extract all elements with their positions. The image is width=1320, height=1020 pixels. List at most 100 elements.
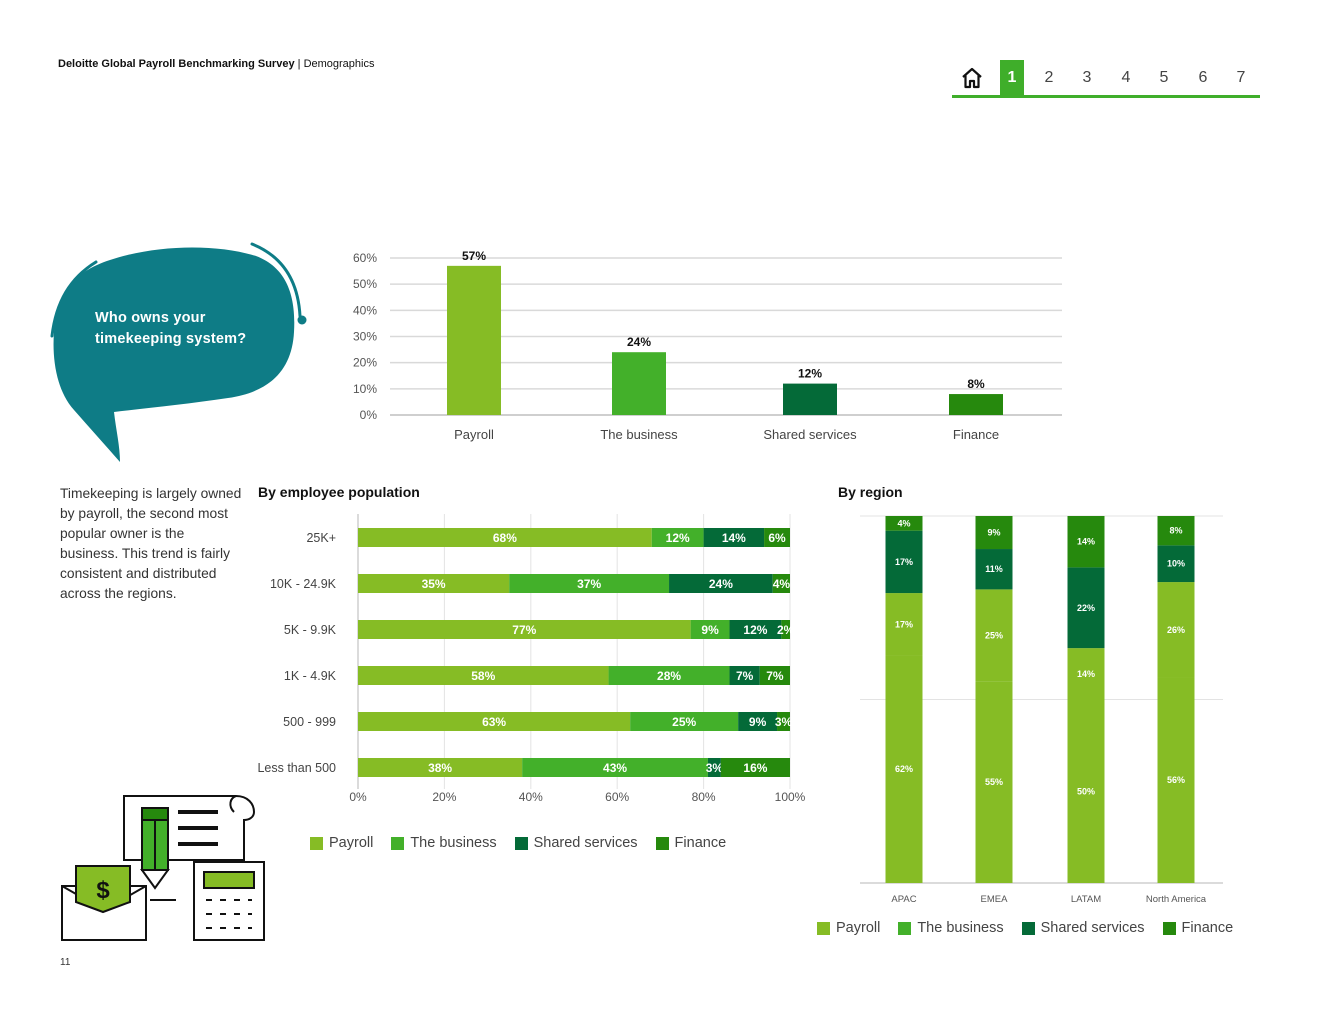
segment-value-label: 9% [749,715,767,729]
segment-value-label: 38% [428,761,452,775]
envelope-icon: $ [61,865,176,941]
segment-the-business [1157,582,1195,678]
nav-page-1[interactable]: 1 [1000,60,1024,95]
legend-item-payroll: Payroll [310,835,373,851]
segment-shared-services [1157,545,1195,583]
segment-value-label: 37% [577,577,601,591]
segment-payroll [358,712,631,731]
x-tick-label: 0% [349,790,367,804]
nav-page-3[interactable]: 3 [1082,69,1092,86]
x-category-label: Payroll [454,427,494,442]
segment-shared-services [729,666,760,685]
segment-value-label: 28% [657,669,681,683]
home-icon[interactable] [960,66,984,90]
x-category-label: Finance [953,427,999,442]
region-stacked-chart: 62% 17% 17% 4% APAC 55% 25% 11% 9% EMEA 50% 14% 22% 1… [860,515,1223,905]
page-navigation: 1 2 3 4 5 6 7 [952,58,1260,98]
legend-item-shared: Shared services [1021,920,1145,936]
x-category-label: EMEA [981,894,1009,905]
segment-shared-services [738,712,778,731]
segment-value-label: 14% [1077,537,1095,547]
question-bubble [50,242,307,462]
legend-label: Payroll [836,920,881,936]
segment-value-label: 58% [471,669,495,683]
legend-swatch-shared [514,836,528,850]
legend-item-finance: Finance [1162,920,1234,936]
segment-value-label: 43% [603,761,627,775]
segment-value-label: 68% [493,531,517,545]
segment-value-label: 2% [777,623,795,637]
row-label: 500 - 999 [283,715,336,729]
segment-value-label: 25% [672,715,696,729]
nav-page-7[interactable]: 7 [1236,69,1246,86]
segment-value-label: 24% [709,577,733,591]
legend-swatch-shared [1021,921,1035,935]
segment-the-business [522,758,708,777]
segment-value-label: 11% [985,564,1003,574]
segment-value-label: 77% [512,623,536,637]
legend-item-business: The business [391,835,497,851]
segment-value-label: 4% [773,577,791,591]
legend-item-shared: Shared services [514,835,638,851]
legend-swatch-finance [1162,921,1176,935]
segment-finance [885,516,923,531]
x-category-label: Shared services [763,427,857,442]
legend-swatch-payroll [817,921,830,935]
row-label: Less than 500 [257,761,336,775]
x-category-label: LATAM [1071,894,1101,905]
segment-value-label: 7% [736,669,754,683]
segment-value-label: 3% [706,761,724,775]
description-text: Timekeeping is largely owned by payroll,… [60,486,242,601]
y-tick-label: 20% [353,356,377,370]
segment-value-label: 17% [895,619,913,629]
legend-swatch-finance [655,836,669,850]
header: Deloitte Global Payroll Benchmarking Sur… [58,58,374,70]
nav-underline [952,95,1260,98]
region-legend: Payroll The business Shared services Fin… [817,920,1233,936]
segment-value-label: 14% [722,531,746,545]
segment-payroll [358,666,609,685]
legend-swatch-business [898,921,912,935]
segment-finance [1067,516,1105,568]
segment-shared-services [669,574,773,593]
segment-value-label: 4% [897,518,910,528]
segment-the-business [608,666,730,685]
legend-swatch-business [391,836,405,850]
nav-page-4[interactable]: 4 [1121,69,1131,86]
nav-page-2[interactable]: 2 [1044,69,1054,86]
legend-label: Shared services [533,835,638,851]
row-label: 5K - 9.9K [284,623,337,637]
y-tick-label: 60% [353,251,377,265]
x-tick-label: 40% [519,790,543,804]
nav-page-5[interactable]: 5 [1159,69,1169,86]
segment-finance [772,574,790,593]
population-legend: Payroll The business Shared services Fin… [310,835,726,851]
bar-value-label: 24% [627,335,651,349]
segment-payroll [358,528,652,547]
legend-item-finance: Finance [655,835,726,851]
x-tick-label: 80% [692,790,716,804]
legend-label: Shared services [1040,920,1145,936]
segment-value-label: 56% [1167,775,1185,785]
bar-the-business [612,352,666,415]
question-text: Who owns your timekeeping system? [95,310,247,347]
nav-page-6[interactable]: 6 [1198,69,1208,86]
segment-value-label: 14% [1077,669,1095,679]
legend-item-business: The business [898,920,1004,936]
population-chart-title: By employee population [258,484,420,500]
segment-value-label: 9% [987,528,1000,538]
overall-bar-chart: 0% 10% 20% 30% 40% 50% 60% 57% Payroll 24% The bus… [353,249,1062,442]
segment-shared-services [885,530,923,594]
segment-shared-services [707,758,721,777]
pencil-icon [140,807,170,890]
segment-the-business [690,620,730,639]
segment-value-label: 6% [768,531,786,545]
legend-label: Finance [1181,920,1234,936]
segment-the-business [630,712,739,731]
segment-shared-services [1067,567,1105,649]
survey-title: Deloitte Global Payroll Benchmarking Sur… [58,58,295,70]
segment-value-label: 12% [666,531,690,545]
segment-value-label: 25% [985,630,1003,640]
bar-value-label: 8% [967,377,985,391]
segment-value-label: 3% [775,715,793,729]
